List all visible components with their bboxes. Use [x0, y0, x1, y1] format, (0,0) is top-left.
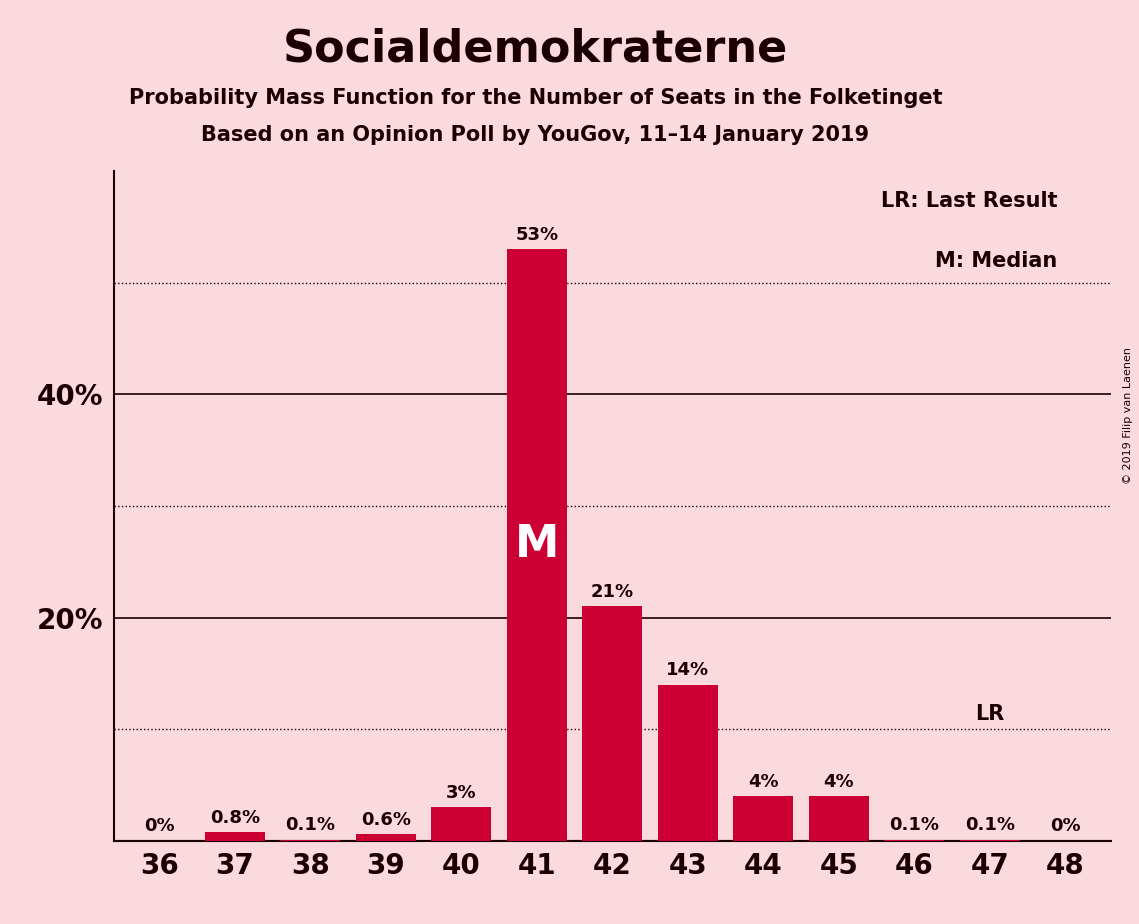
Bar — [657, 685, 718, 841]
Text: 0%: 0% — [1050, 818, 1081, 835]
Text: 4%: 4% — [823, 772, 854, 791]
Text: 0.1%: 0.1% — [965, 817, 1015, 834]
Bar — [959, 840, 1019, 841]
Text: Probability Mass Function for the Number of Seats in the Folketinget: Probability Mass Function for the Number… — [129, 88, 942, 108]
Bar — [431, 808, 491, 841]
Text: LR: Last Result: LR: Last Result — [882, 191, 1058, 211]
Bar — [809, 796, 869, 841]
Text: M: M — [515, 524, 559, 566]
Bar — [280, 840, 341, 841]
Bar — [884, 840, 944, 841]
Text: Based on an Opinion Poll by YouGov, 11–14 January 2019: Based on an Opinion Poll by YouGov, 11–1… — [202, 125, 869, 145]
Text: 0.1%: 0.1% — [285, 817, 335, 834]
Bar — [582, 606, 642, 841]
Text: 14%: 14% — [666, 662, 710, 679]
Text: 21%: 21% — [591, 583, 633, 601]
Text: © 2019 Filip van Laenen: © 2019 Filip van Laenen — [1123, 347, 1133, 484]
Text: 0.6%: 0.6% — [361, 810, 411, 829]
Text: LR: LR — [975, 703, 1005, 723]
Text: 4%: 4% — [748, 772, 779, 791]
Text: 0%: 0% — [144, 818, 174, 835]
Text: 0.8%: 0.8% — [210, 808, 260, 827]
Text: 53%: 53% — [515, 225, 558, 244]
Bar — [205, 832, 265, 841]
Text: 3%: 3% — [445, 784, 476, 802]
Bar — [507, 249, 567, 841]
Text: 0.1%: 0.1% — [890, 817, 940, 834]
Bar — [355, 834, 416, 841]
Bar — [734, 796, 794, 841]
Text: Socialdemokraterne: Socialdemokraterne — [282, 28, 788, 71]
Text: M: Median: M: Median — [935, 251, 1058, 272]
